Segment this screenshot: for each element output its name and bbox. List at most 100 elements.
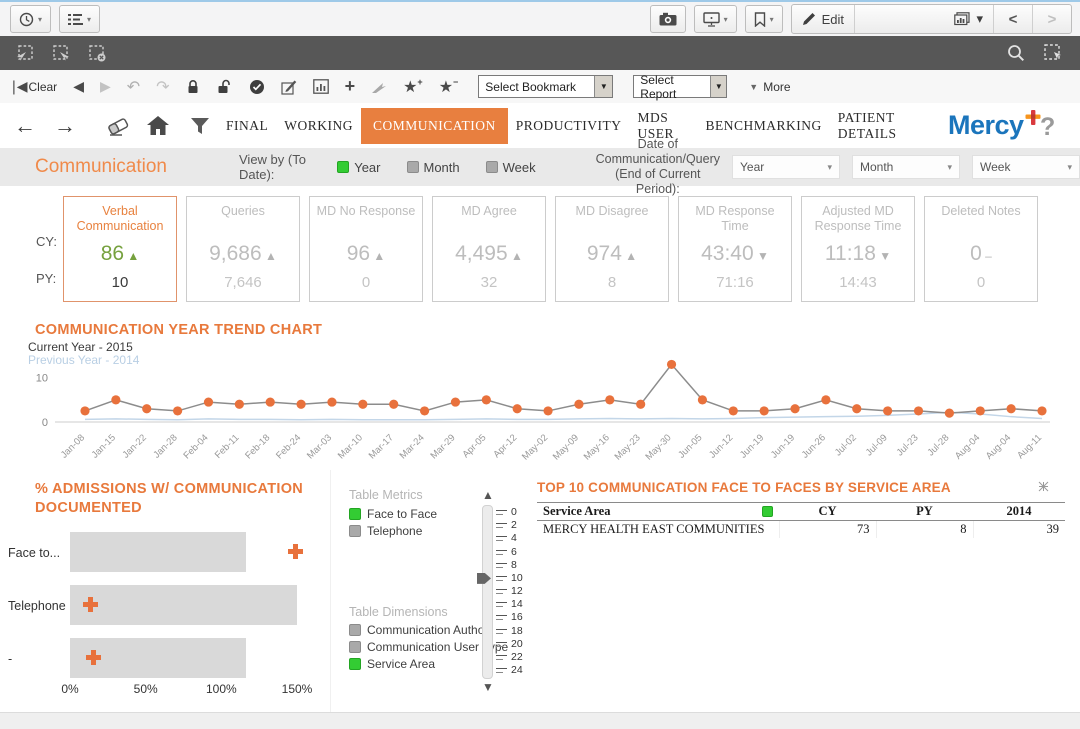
nav-forward-button[interactable]: → bbox=[54, 114, 76, 137]
sheet-selector[interactable]: ▾ bbox=[855, 5, 994, 33]
clear-button[interactable]: ❘◀ Clear bbox=[8, 78, 57, 95]
tab-mds-user[interactable]: MDS USER bbox=[637, 109, 675, 141]
add-button[interactable]: + bbox=[345, 76, 356, 97]
remove-bookmark-button[interactable]: ★− bbox=[439, 77, 459, 97]
table-row[interactable]: MERCY HEALTH EAST COMMUNITIES 73 8 39 bbox=[537, 520, 1065, 538]
svg-text:May-02: May-02 bbox=[520, 432, 550, 462]
select-area-icon[interactable] bbox=[1042, 43, 1064, 63]
tab-benchmarking[interactable]: BENCHMARKING bbox=[705, 117, 822, 133]
undo-button[interactable]: ↶ bbox=[127, 77, 140, 97]
slider-up-arrow[interactable]: ▲ bbox=[482, 488, 494, 502]
kpi-card-deleted-notes[interactable]: Deleted Notes 0 – 0 bbox=[924, 196, 1038, 302]
kpi-card-title: Queries bbox=[221, 204, 265, 218]
bar-telephone[interactable] bbox=[70, 585, 297, 625]
search-icon[interactable] bbox=[1006, 43, 1026, 63]
bookmark-button[interactable]: ▾ bbox=[744, 5, 783, 33]
kpi-card-md-response-time[interactable]: MD Response Time 43:40 ▼ 71:16 bbox=[678, 196, 792, 302]
slider-tick-minor bbox=[496, 632, 503, 634]
kpi-card-verbal-communication[interactable]: Verbal Communication 86 ▲ 10 bbox=[63, 196, 177, 302]
step-forward-selection-icon[interactable] bbox=[50, 43, 72, 63]
home-button[interactable] bbox=[146, 115, 170, 136]
date-select-week[interactable]: Week ▾ bbox=[972, 155, 1080, 179]
back-button[interactable]: ◀ bbox=[73, 78, 84, 95]
slider-tick-minor bbox=[496, 606, 503, 608]
slider-handle[interactable] bbox=[477, 572, 491, 584]
export-icon[interactable] bbox=[1038, 481, 1049, 492]
kpi-card-queries[interactable]: Queries 9,686 ▲ 7,646 bbox=[186, 196, 300, 302]
help-button[interactable]: ? bbox=[1040, 113, 1056, 141]
kpi-cy-value: 974 ▲ bbox=[586, 242, 638, 265]
kpi-py-value: 71:16 bbox=[716, 274, 754, 291]
pointer-tool-button[interactable] bbox=[371, 80, 387, 94]
kpi-card-md-disagree[interactable]: MD Disagree 974 ▲ 8 bbox=[555, 196, 669, 302]
slider-tick-label: 14 bbox=[511, 598, 523, 611]
svg-text:Aug-11: Aug-11 bbox=[1015, 432, 1044, 461]
monitor-icon bbox=[702, 11, 720, 27]
check-circle-icon bbox=[249, 79, 265, 95]
nav-back-button[interactable]: ← bbox=[14, 114, 36, 137]
trend-line-chart[interactable]: 10 0 Jan-08 Jan-15 Jan-22 Jan-28 Feb-04 Feb-11 F… bbox=[0, 352, 1080, 470]
metric-face-to-face[interactable]: Face to Face bbox=[349, 507, 437, 521]
view-by-option-month[interactable]: Month bbox=[406, 160, 460, 175]
select-report-dropdown[interactable]: Select Report ▼ bbox=[633, 73, 728, 101]
admissions-bar-chart[interactable]: % ADMISSIONS W/ COMMUNICATION DOCUMENTED… bbox=[0, 470, 330, 712]
redo-button[interactable]: ↷ bbox=[156, 77, 169, 97]
kpi-cy-value: 4,495 ▲ bbox=[455, 242, 523, 265]
column-header-py[interactable]: PY bbox=[876, 502, 973, 521]
communication-subheader: Communication View by (To Date): Year Mon… bbox=[0, 137, 1080, 196]
dimension-communication-user-type[interactable]: Communication User Type bbox=[349, 640, 508, 654]
column-header-service-area[interactable]: Service Area bbox=[537, 502, 779, 521]
edit-button[interactable]: Edit bbox=[792, 5, 855, 33]
date-select-year[interactable]: Year ▾ bbox=[732, 155, 840, 179]
add-bookmark-button[interactable]: ★+ bbox=[403, 77, 423, 97]
slider-tick-label: 12 bbox=[511, 585, 523, 597]
view-by-option-year[interactable]: Year bbox=[337, 160, 381, 175]
column-header-2014[interactable]: 2014 bbox=[973, 502, 1065, 521]
kpi-card-adjusted-md-response-time[interactable]: Adjusted MD Response Time 11:18 ▼ 14:43 bbox=[801, 196, 915, 302]
dimension-service-area[interactable]: Service Area bbox=[349, 657, 435, 671]
eraser-button[interactable] bbox=[106, 115, 130, 137]
mercy-cross-icon bbox=[1025, 110, 1041, 128]
slider-down-arrow[interactable]: ▼ bbox=[482, 680, 494, 694]
view-by-option-week[interactable]: Week bbox=[485, 160, 536, 175]
dimension-communication-author[interactable]: Communication Author bbox=[349, 623, 488, 637]
tab-working[interactable]: WORKING bbox=[284, 117, 353, 133]
kpi-card-md-agree[interactable]: MD Agree 4,495 ▲ 32 bbox=[432, 196, 546, 302]
edit-note-button[interactable] bbox=[280, 79, 297, 95]
tab-productivity[interactable]: PRODUCTIVITY bbox=[515, 117, 622, 133]
filter-button[interactable] bbox=[190, 117, 210, 135]
tab-patient-details[interactable]: PATIENT DETAILS bbox=[837, 109, 897, 141]
bar-face-to-[interactable] bbox=[70, 532, 246, 572]
kpi-cy-value: 86 ▲ bbox=[100, 242, 140, 265]
kpi-card-md-no-response[interactable]: MD No Response 96 ▲ 0 bbox=[309, 196, 423, 302]
forward-button[interactable]: ▶ bbox=[100, 78, 111, 95]
apply-button[interactable] bbox=[249, 79, 265, 95]
metric-telephone[interactable]: Telephone bbox=[349, 524, 422, 538]
more-menu[interactable]: ▼ More bbox=[749, 80, 790, 94]
rows-slider[interactable] bbox=[482, 505, 493, 679]
clear-selection-icon[interactable] bbox=[86, 43, 108, 63]
svg-text:May-16: May-16 bbox=[582, 432, 612, 462]
prev-sheet-button[interactable]: < bbox=[994, 5, 1033, 33]
svg-text:Jul-02: Jul-02 bbox=[833, 432, 859, 458]
lock-button[interactable] bbox=[186, 79, 200, 95]
select-bookmark-dropdown[interactable]: Select Bookmark ▼ bbox=[478, 75, 614, 98]
presentation-button[interactable]: ▾ bbox=[693, 5, 737, 33]
tab-communication[interactable]: COMMUNICATION bbox=[361, 107, 508, 144]
tab-final[interactable]: FINAL bbox=[226, 117, 269, 133]
date-select-month[interactable]: Month ▾ bbox=[852, 155, 960, 179]
step-back-selection-icon[interactable] bbox=[14, 43, 36, 63]
camera-icon bbox=[659, 12, 677, 26]
snapshot-button[interactable] bbox=[649, 5, 686, 33]
unlock-button[interactable] bbox=[216, 79, 233, 95]
column-header-cy[interactable]: CY bbox=[779, 502, 876, 521]
chart-box-button[interactable] bbox=[312, 79, 329, 94]
service-area-table[interactable]: Service Area CY PY 2014 MERCY HEALTH EAST C… bbox=[537, 502, 1065, 538]
history-button[interactable]: ▾ bbox=[10, 5, 52, 33]
kpi-py-value: 14:43 bbox=[839, 274, 877, 291]
back-triangle-icon: ◀ bbox=[73, 78, 84, 94]
list-view-button[interactable]: ▾ bbox=[59, 5, 101, 33]
slider-tick-minor bbox=[496, 672, 503, 673]
slider-tick-label: 22 bbox=[511, 650, 523, 663]
next-sheet-button[interactable]: > bbox=[1047, 10, 1057, 28]
